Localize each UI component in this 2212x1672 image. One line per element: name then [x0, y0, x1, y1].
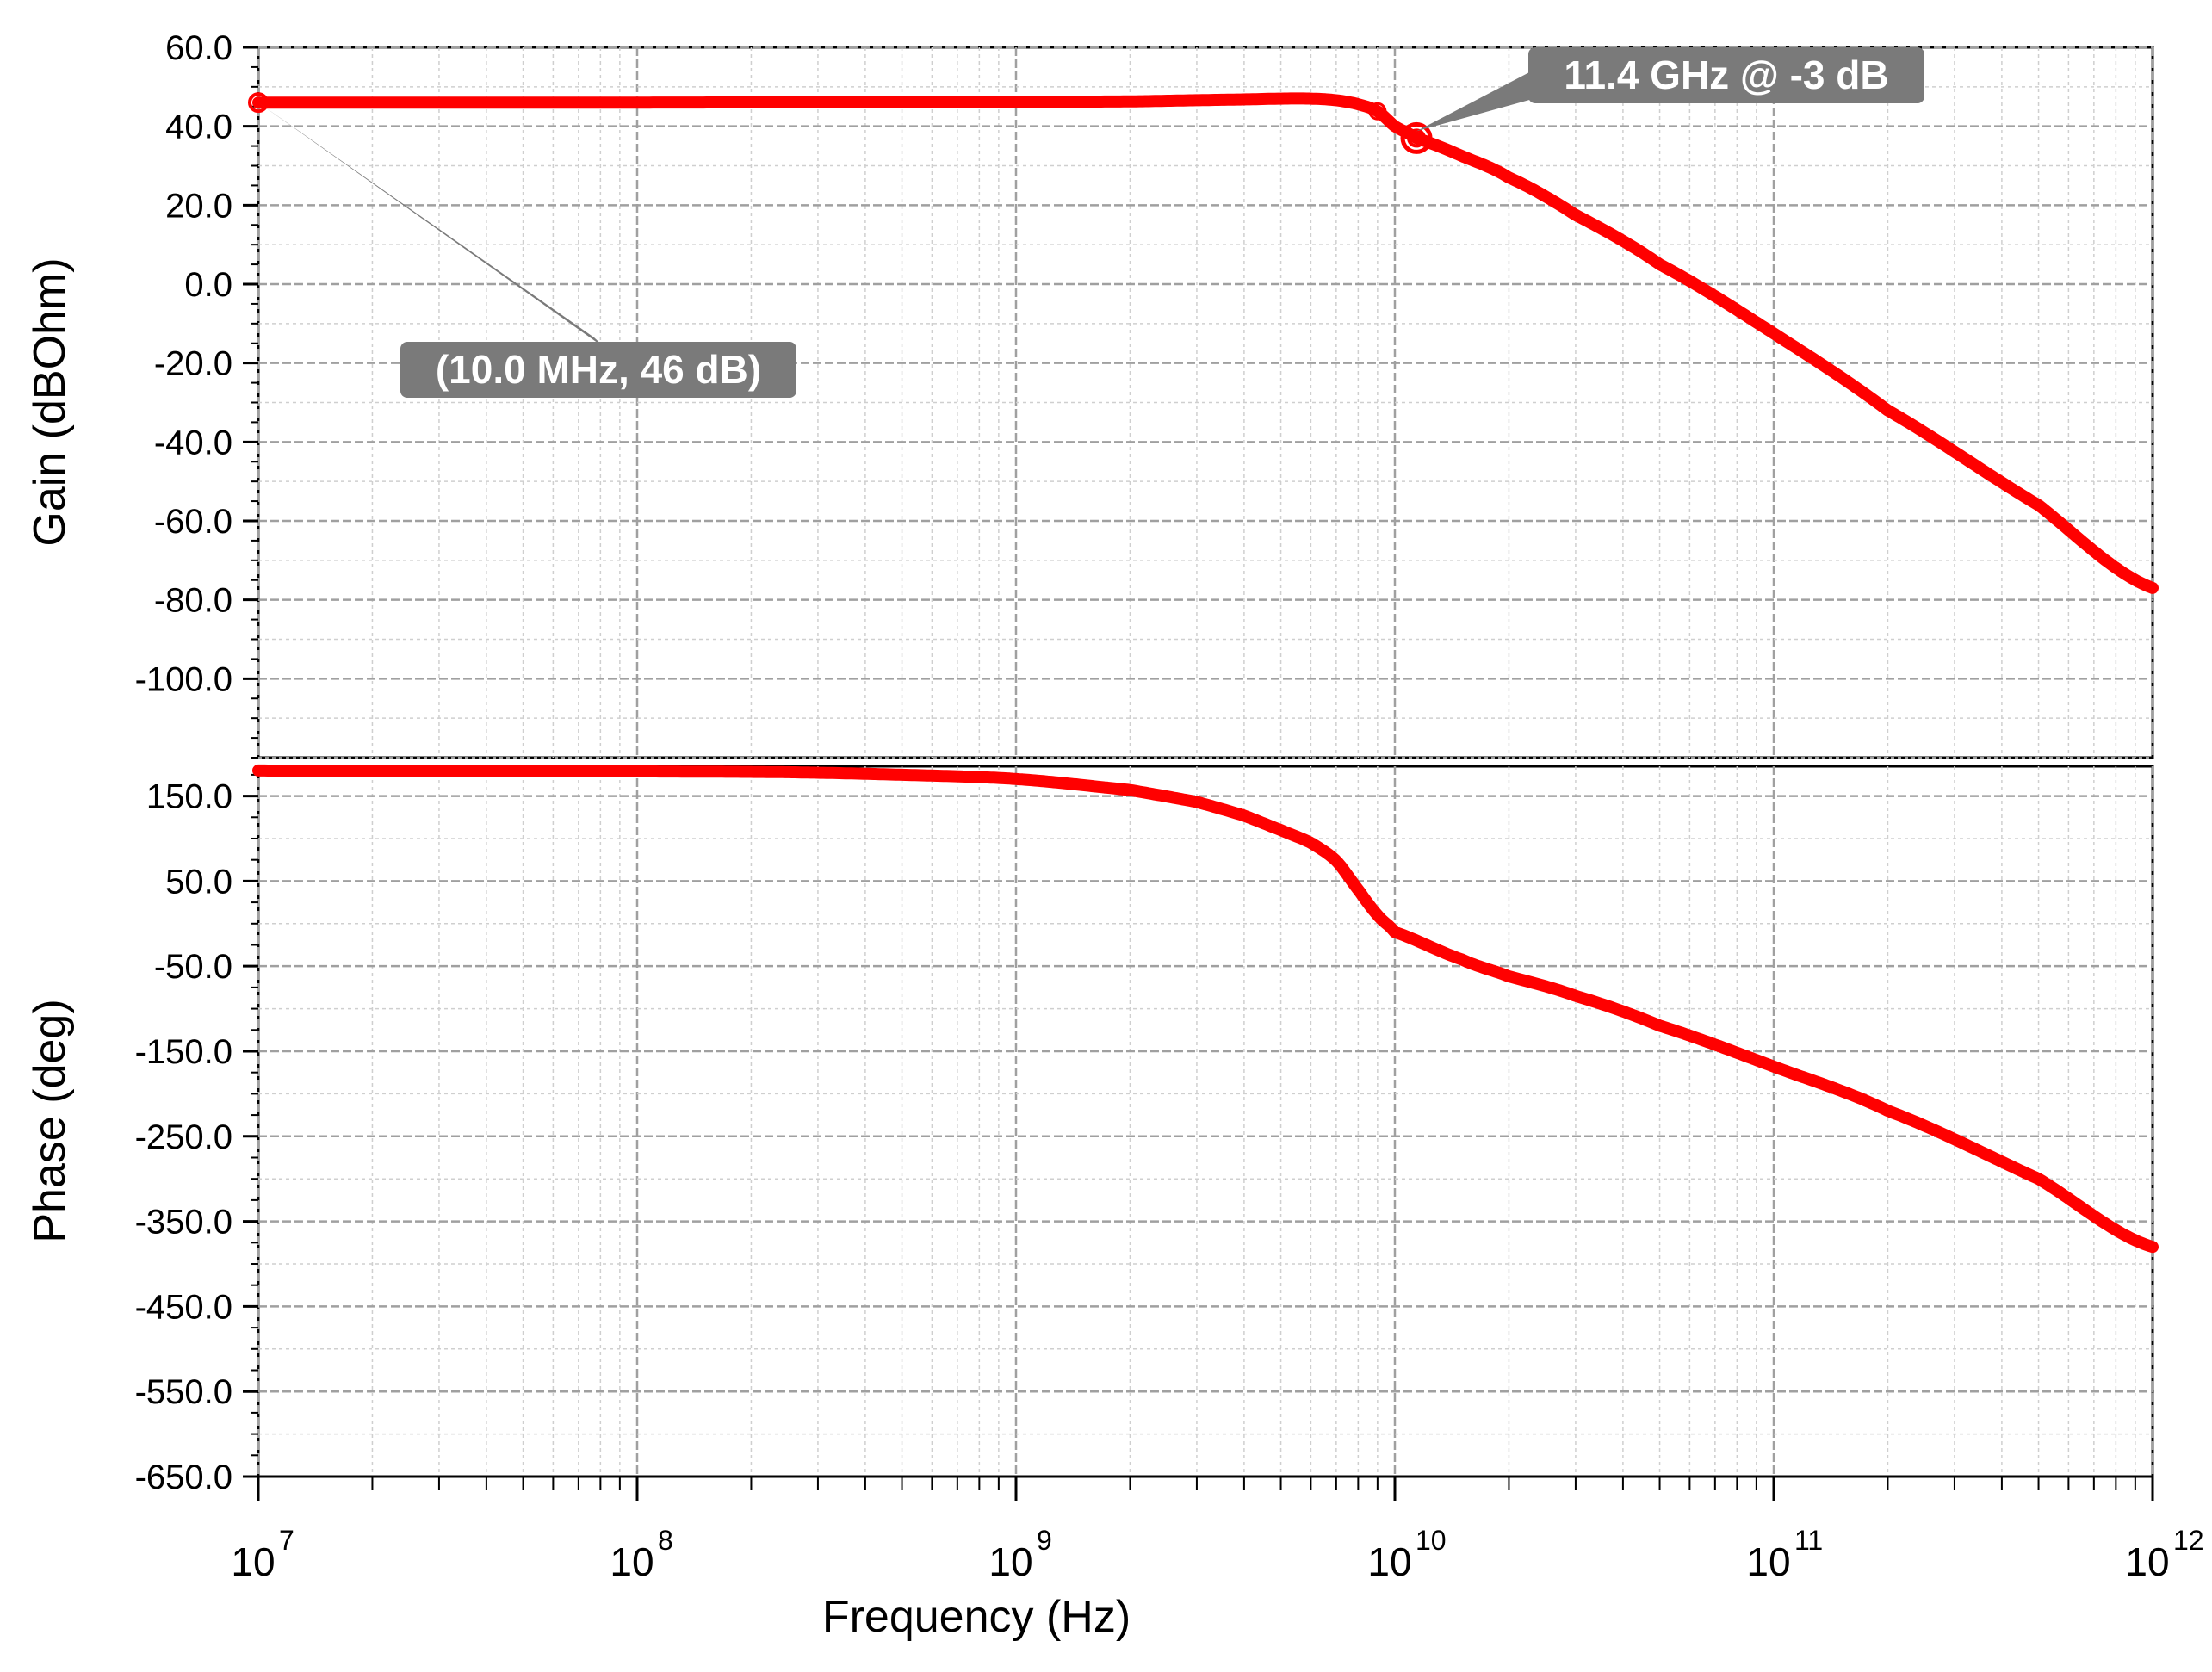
- gain-y-axis: 60.0 40.0 20.0 0.0 -20.0 -40.0 -60.0 -80.0 -100.…: [135, 29, 258, 759]
- x-axis: 10 7 10 8 10 9 10 10 10 11 10 12: [231, 1475, 2204, 1584]
- gain-panel: 60.0 40.0 20.0 0.0 -20.0 -40.0 -60.0 -80.0 -100.…: [25, 29, 2159, 759]
- y-tick-label: 60.0: [165, 29, 232, 67]
- gain-markers: [248, 92, 1433, 154]
- marker-10mhz: [248, 92, 269, 114]
- x-tick-exponent: 12: [2173, 1525, 2204, 1556]
- phase-panel: 150.0 50.0 -50.0 -150.0 -250.0 -350.0 -450.0 -5…: [25, 764, 2159, 1496]
- x-tick-exponent: 7: [279, 1525, 294, 1556]
- x-tick-label: 10: [2125, 1539, 2169, 1584]
- y-tick-label: -40.0: [154, 424, 232, 461]
- x-tick-label: 10: [231, 1539, 275, 1584]
- gain-curve: [252, 92, 2159, 594]
- phase-y-axis: 150.0 50.0 -50.0 -150.0 -250.0 -350.0 -450.0 -5…: [135, 773, 258, 1496]
- y-tick-label: 20.0: [165, 187, 232, 225]
- marker-knee: [1368, 102, 1387, 121]
- callout-pointer-10mhz: [258, 102, 607, 350]
- y-tick-label: -20.0: [154, 345, 232, 383]
- y-tick-label: 40.0: [165, 108, 232, 146]
- y-tick-label: 150.0: [146, 778, 232, 816]
- callout-box-10mhz: [400, 342, 796, 398]
- y-tick-label: -550.0: [135, 1373, 232, 1411]
- x-tick-exponent: 8: [658, 1525, 673, 1556]
- y-tick-label: -350.0: [135, 1204, 232, 1242]
- callout-box-3db: [1528, 47, 1924, 103]
- marker-3db-inner: [1407, 128, 1427, 148]
- x-tick-label: 10: [988, 1539, 1032, 1584]
- y-tick-label: -650.0: [135, 1458, 232, 1496]
- gain-annotations: (10.0 MHz, 46 dB) 11.4 GHz @ -3 dB: [258, 47, 1924, 398]
- callout-label-10mhz: (10.0 MHz, 46 dB): [436, 347, 761, 392]
- phase-plot-area: [257, 765, 2154, 1478]
- x-axis-label: Frequency (Hz): [822, 1592, 1131, 1642]
- y-tick-label: -50.0: [154, 948, 232, 986]
- gain-y-axis-label: Gain (dBOhm): [25, 257, 75, 546]
- callout-pointer-3db: [1416, 71, 1533, 132]
- x-tick-label: 10: [610, 1539, 654, 1584]
- x-tick-exponent: 9: [1037, 1525, 1052, 1556]
- phase-curve: [252, 764, 2159, 1254]
- y-tick-label: -80.0: [154, 582, 232, 620]
- x-tick-exponent: 11: [1794, 1525, 1823, 1556]
- y-tick-label: -100.0: [135, 660, 232, 698]
- y-tick-label: 50.0: [165, 863, 232, 901]
- y-tick-label: -150.0: [135, 1033, 232, 1071]
- x-tick-label: 10: [1367, 1539, 1411, 1584]
- y-tick-label: -60.0: [154, 503, 232, 541]
- y-tick-label: -450.0: [135, 1288, 232, 1326]
- callout-label-3db: 11.4 GHz @ -3 dB: [1564, 53, 1888, 97]
- phase-y-axis-label: Phase (deg): [25, 999, 75, 1242]
- x-tick-exponent: 10: [1416, 1525, 1447, 1556]
- y-tick-label: 0.0: [184, 266, 232, 304]
- x-tick-label: 10: [1746, 1539, 1790, 1584]
- marker-3db: [1400, 121, 1433, 154]
- y-tick-label: -250.0: [135, 1118, 232, 1156]
